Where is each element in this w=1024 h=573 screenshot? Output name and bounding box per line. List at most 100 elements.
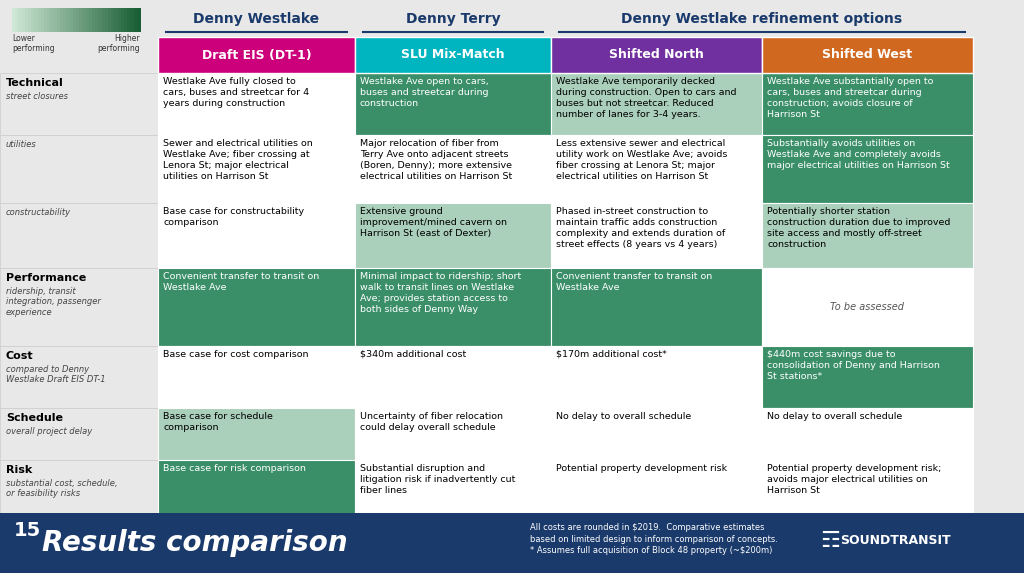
Bar <box>0 513 1024 573</box>
Bar <box>551 460 762 515</box>
Bar <box>355 268 551 346</box>
Bar <box>47 8 51 32</box>
Bar <box>762 203 973 268</box>
Bar <box>762 408 973 460</box>
Bar <box>762 73 973 135</box>
Text: utilities: utilities <box>6 140 37 149</box>
Bar <box>133 8 137 32</box>
Bar <box>121 8 125 32</box>
Bar <box>89 8 92 32</box>
Bar <box>158 37 355 73</box>
Bar <box>60 8 63 32</box>
Bar <box>355 37 551 73</box>
Text: Potential property development risk: Potential property development risk <box>556 464 727 473</box>
Bar <box>25 8 29 32</box>
Text: Sewer and electrical utilities on
Westlake Ave; fiber crossing at
Lenora St; maj: Sewer and electrical utilities on Westla… <box>163 139 312 181</box>
Text: Schedule: Schedule <box>6 413 63 423</box>
Bar <box>127 8 131 32</box>
Bar <box>355 0 551 37</box>
Bar <box>158 135 355 203</box>
Text: substantial cost, schedule,
or feasibility risks: substantial cost, schedule, or feasibili… <box>6 479 118 499</box>
Bar <box>355 460 551 515</box>
Bar <box>158 0 355 37</box>
Bar <box>355 73 551 135</box>
Bar <box>70 8 74 32</box>
Text: ☶: ☶ <box>820 531 840 551</box>
Text: compared to Denny
Westlake Draft EIS DT-1: compared to Denny Westlake Draft EIS DT-… <box>6 365 105 384</box>
Text: Base case for cost comparison: Base case for cost comparison <box>163 350 308 359</box>
Text: Major relocation of fiber from
Terry Ave onto adjacent streets
(Boren, Denny); m: Major relocation of fiber from Terry Ave… <box>360 139 512 181</box>
Text: Potentially shorter station
construction duration due to improved
site access an: Potentially shorter station construction… <box>767 207 950 249</box>
Bar <box>98 8 102 32</box>
Bar <box>355 346 551 408</box>
Bar <box>551 203 762 268</box>
Text: $440m cost savings due to
consolidation of Denny and Harrison
St stations*: $440m cost savings due to consolidation … <box>767 350 940 381</box>
Bar <box>41 8 44 32</box>
Bar <box>137 8 140 32</box>
Text: Cost: Cost <box>6 351 34 361</box>
Bar <box>551 408 762 460</box>
Bar <box>108 8 112 32</box>
Text: No delay to overall schedule: No delay to overall schedule <box>767 412 902 421</box>
Text: ridership, transit
integration, passenger
experience: ridership, transit integration, passenge… <box>6 287 101 317</box>
Text: Denny Westlake: Denny Westlake <box>194 11 319 26</box>
Bar <box>76 8 80 32</box>
Text: Results comparison: Results comparison <box>42 529 347 557</box>
Bar <box>0 408 158 460</box>
Text: To be assessed: To be assessed <box>830 302 904 312</box>
Bar <box>551 346 762 408</box>
Text: Westlake Ave open to cars,
buses and streetcar during
construction: Westlake Ave open to cars, buses and str… <box>360 77 488 108</box>
Text: Lower
performing: Lower performing <box>12 34 54 53</box>
Bar <box>86 8 89 32</box>
Bar <box>118 8 121 32</box>
Bar <box>35 8 38 32</box>
Bar <box>112 8 115 32</box>
Text: SLU Mix-Match: SLU Mix-Match <box>401 49 505 61</box>
Bar <box>551 135 762 203</box>
Bar <box>22 8 26 32</box>
Bar <box>0 73 158 135</box>
Bar <box>15 8 18 32</box>
Text: Uncertainty of fiber relocation
could delay overall schedule: Uncertainty of fiber relocation could de… <box>360 412 503 432</box>
Text: All costs are rounded in $2019.  Comparative estimates
based on limited design t: All costs are rounded in $2019. Comparat… <box>530 523 778 555</box>
Bar <box>762 268 973 346</box>
Bar <box>762 346 973 408</box>
Text: Performance: Performance <box>6 273 86 283</box>
Bar <box>762 135 973 203</box>
Text: Base case for constructability
comparison: Base case for constructability compariso… <box>163 207 304 227</box>
Bar <box>158 73 973 513</box>
Bar <box>73 8 77 32</box>
Bar <box>38 8 41 32</box>
Text: constructability: constructability <box>6 208 71 217</box>
Bar <box>355 135 551 203</box>
Bar <box>762 37 973 73</box>
Text: overall project delay: overall project delay <box>6 427 92 436</box>
Bar <box>67 8 70 32</box>
Text: Denny Westlake refinement options: Denny Westlake refinement options <box>622 11 902 26</box>
Bar <box>104 8 109 32</box>
Bar <box>18 8 23 32</box>
Text: No delay to overall schedule: No delay to overall schedule <box>556 412 691 421</box>
Bar <box>44 8 48 32</box>
Text: Substantially avoids utilities on
Westlake Ave and completely avoids
major elect: Substantially avoids utilities on Westla… <box>767 139 949 170</box>
Bar <box>551 73 762 135</box>
Text: Shifted North: Shifted North <box>609 49 703 61</box>
Bar <box>551 37 762 73</box>
Text: Convenient transfer to transit on
Westlake Ave: Convenient transfer to transit on Westla… <box>163 272 319 292</box>
Bar <box>53 8 57 32</box>
Bar <box>115 8 118 32</box>
Bar <box>0 203 158 268</box>
Bar <box>355 408 551 460</box>
Bar <box>158 73 355 135</box>
Bar <box>158 268 355 346</box>
Text: Substantial disruption and
litigation risk if inadvertently cut
fiber lines: Substantial disruption and litigation ri… <box>360 464 515 495</box>
Bar <box>355 203 551 268</box>
Text: Phased in-street construction to
maintain traffic adds construction
complexity a: Phased in-street construction to maintai… <box>556 207 725 249</box>
Text: Minimal impact to ridership; short
walk to transit lines on Westlake
Ave; provid: Minimal impact to ridership; short walk … <box>360 272 521 315</box>
Bar <box>158 460 355 515</box>
Text: Denny Terry: Denny Terry <box>406 11 501 26</box>
Bar <box>0 0 1024 513</box>
Bar <box>158 203 355 268</box>
Text: Westlake Ave fully closed to
cars, buses and streetcar for 4
years during constr: Westlake Ave fully closed to cars, buses… <box>163 77 309 108</box>
Bar <box>0 135 158 203</box>
